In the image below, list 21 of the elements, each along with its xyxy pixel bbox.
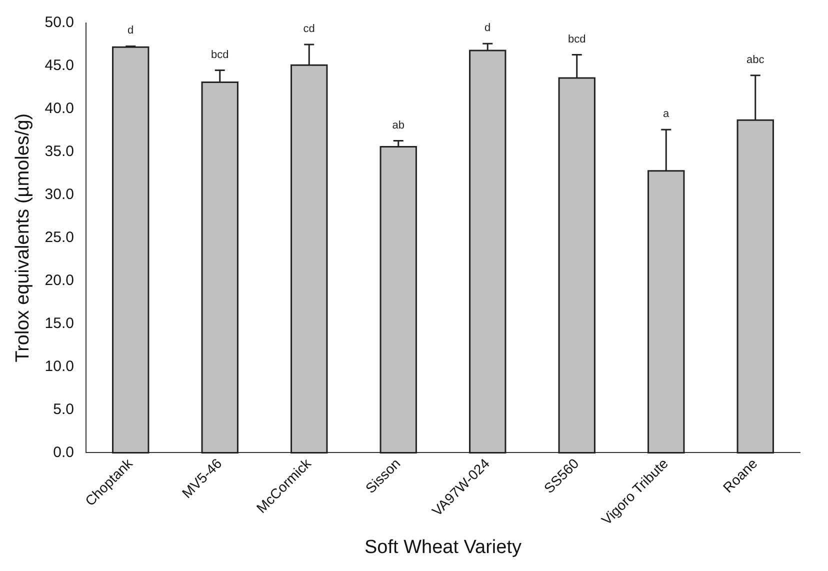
annotation: bcd — [210, 48, 229, 61]
y-tick-label: 40.0 — [44, 100, 74, 118]
y-tick-label: 10.0 — [44, 358, 74, 375]
annotation: bcd — [568, 33, 586, 46]
annotation: d — [484, 22, 491, 34]
y-tick-label: 30.0 — [44, 186, 74, 204]
y-tick-label: 45.0 — [44, 57, 74, 74]
y-tick-label: 0.0 — [53, 444, 74, 461]
annotation: cd — [303, 23, 315, 36]
y-tick-label: 25.0 — [44, 228, 74, 246]
y-tick-label: 50.0 — [44, 14, 74, 32]
y-axis-title: Trolox equivalents (µmoles/g) — [12, 113, 34, 362]
annotation: a — [663, 108, 670, 120]
y-tick-label: 20.0 — [44, 272, 74, 289]
y-tick-label: 5.0 — [53, 400, 74, 418]
y-tick-label: 35.0 — [44, 143, 74, 160]
x-axis-title: Soft Wheat Variety — [364, 536, 522, 558]
y-tick-label: 15.0 — [44, 314, 74, 332]
annotation: ab — [392, 119, 404, 132]
annotation: d — [128, 24, 134, 37]
annotation: abc — [746, 54, 765, 66]
